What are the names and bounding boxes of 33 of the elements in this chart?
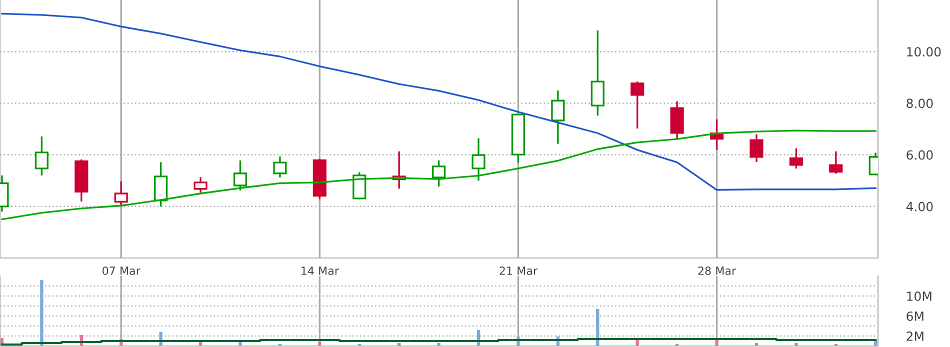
candlestick bbox=[114, 181, 128, 206]
candlestick bbox=[750, 134, 764, 162]
candlestick bbox=[352, 172, 366, 200]
candlestick bbox=[154, 162, 168, 206]
y-tick-label: 6.00 bbox=[906, 150, 933, 160]
candlestick bbox=[194, 177, 208, 193]
y-tick-label: 10.00 bbox=[907, 47, 941, 57]
y-tick-label: 10M bbox=[907, 291, 932, 301]
x-tick-label: 28 Mar bbox=[698, 266, 736, 275]
bar bbox=[794, 343, 798, 346]
candlestick bbox=[233, 160, 248, 190]
candlestick bbox=[590, 30, 604, 116]
candlestick bbox=[34, 136, 48, 176]
candlestick bbox=[432, 160, 446, 187]
bar bbox=[318, 342, 322, 346]
x-tick-label: 21 Mar bbox=[500, 266, 538, 275]
candlestick bbox=[630, 81, 644, 129]
x-tick-label: 07 Mar bbox=[102, 266, 140, 275]
x-tick-label: 14 Mar bbox=[302, 266, 339, 275]
y-tick-label: 4.00 bbox=[906, 202, 933, 212]
bar bbox=[715, 340, 718, 346]
candlestick bbox=[551, 90, 565, 144]
y-tick-label: 2M bbox=[906, 331, 924, 341]
y-tick-label: 8.00 bbox=[906, 98, 933, 108]
candlestick bbox=[789, 148, 803, 169]
y-tick-label: 6M bbox=[906, 311, 924, 321]
line-series bbox=[1, 12, 876, 191]
bar bbox=[40, 280, 44, 346]
line-series bbox=[1, 130, 876, 220]
candlestick bbox=[829, 151, 843, 174]
candlestick bbox=[472, 138, 486, 181]
bar bbox=[437, 343, 440, 346]
candlestick bbox=[273, 156, 287, 178]
